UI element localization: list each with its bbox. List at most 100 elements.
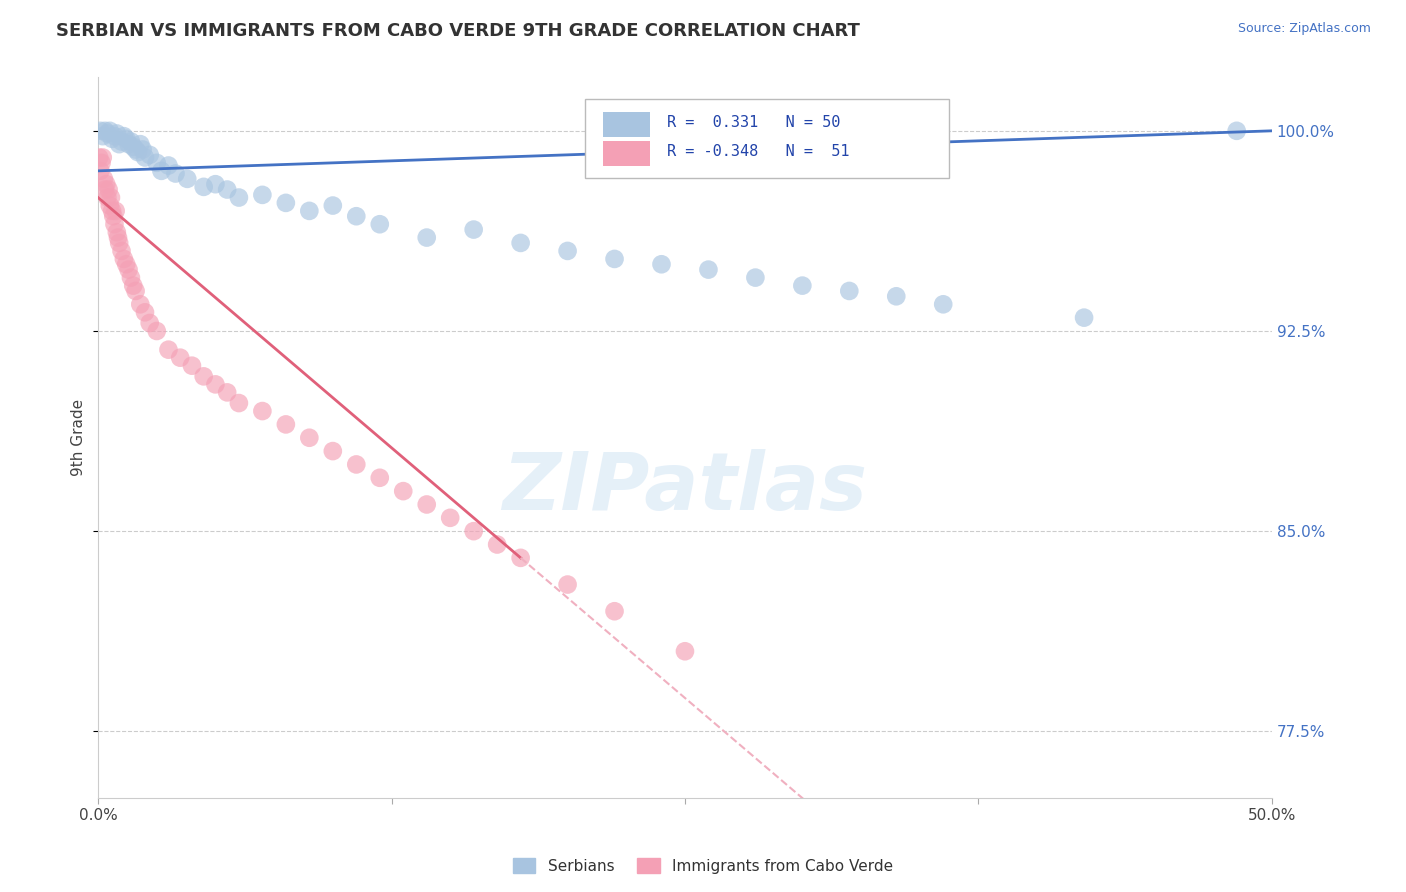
Point	[509, 550, 531, 565]
Point	[509, 235, 531, 250]
Point	[204, 178, 226, 192]
Point	[169, 351, 191, 365]
Point	[322, 444, 344, 458]
Point	[129, 137, 152, 152]
Point	[298, 203, 321, 218]
Point	[101, 203, 124, 218]
Point	[117, 262, 139, 277]
Point	[1073, 310, 1095, 325]
Point	[94, 182, 117, 196]
Point	[131, 143, 153, 157]
Point	[112, 129, 135, 144]
Point	[145, 324, 167, 338]
Point	[150, 164, 173, 178]
Point	[932, 297, 955, 311]
Point	[129, 297, 152, 311]
Point	[157, 343, 180, 357]
Legend: Serbians, Immigrants from Cabo Verde: Serbians, Immigrants from Cabo Verde	[506, 852, 900, 880]
Point	[463, 222, 485, 236]
Point	[94, 124, 117, 138]
Point	[97, 182, 120, 196]
Point	[252, 404, 274, 418]
Point	[228, 396, 250, 410]
Point	[165, 167, 187, 181]
Point	[204, 377, 226, 392]
Point	[392, 484, 415, 499]
Point	[120, 135, 142, 149]
Point	[120, 270, 142, 285]
Point	[108, 137, 131, 152]
Point	[193, 179, 215, 194]
Point	[134, 151, 156, 165]
Point	[96, 127, 118, 141]
Point	[105, 127, 128, 141]
Point	[557, 244, 579, 258]
Point	[344, 209, 367, 223]
Point	[744, 270, 766, 285]
Point	[107, 230, 129, 244]
Point	[697, 262, 720, 277]
Point	[103, 129, 125, 144]
Point	[322, 198, 344, 212]
Point	[217, 182, 239, 196]
FancyBboxPatch shape	[585, 99, 949, 178]
Point	[98, 124, 121, 138]
Text: SERBIAN VS IMMIGRANTS FROM CABO VERDE 9TH GRADE CORRELATION CHART: SERBIAN VS IMMIGRANTS FROM CABO VERDE 9T…	[56, 22, 860, 40]
Point	[650, 257, 672, 271]
Point	[274, 417, 297, 432]
Point	[884, 289, 907, 303]
Point	[103, 209, 125, 223]
Point	[105, 225, 128, 239]
Point	[91, 151, 114, 165]
Text: Source: ZipAtlas.com: Source: ZipAtlas.com	[1237, 22, 1371, 36]
Point	[122, 278, 145, 293]
Point	[603, 604, 626, 618]
Point	[792, 278, 814, 293]
Point	[138, 148, 160, 162]
Text: R =  0.331   N = 50: R = 0.331 N = 50	[668, 115, 841, 130]
Point	[89, 164, 111, 178]
Point	[112, 252, 135, 266]
Point	[463, 524, 485, 538]
Point	[439, 511, 461, 525]
Point	[115, 257, 138, 271]
Point	[228, 190, 250, 204]
Point	[252, 187, 274, 202]
Point	[603, 252, 626, 266]
Point	[298, 431, 321, 445]
Point	[108, 235, 131, 250]
Point	[368, 217, 391, 231]
Point	[96, 190, 118, 204]
Point	[90, 156, 112, 170]
Point	[486, 537, 509, 551]
Point	[103, 217, 125, 231]
Point	[1226, 124, 1249, 138]
Point	[416, 230, 439, 244]
Point	[673, 644, 696, 658]
FancyBboxPatch shape	[603, 112, 650, 137]
Point	[138, 316, 160, 330]
Point	[110, 244, 132, 258]
Point	[91, 129, 114, 144]
Point	[93, 172, 115, 186]
Point	[122, 140, 145, 154]
Point	[181, 359, 204, 373]
Point	[98, 198, 121, 212]
Y-axis label: 9th Grade: 9th Grade	[72, 400, 86, 476]
Point	[416, 498, 439, 512]
Point	[89, 151, 111, 165]
Point	[104, 203, 127, 218]
Point	[217, 385, 239, 400]
Point	[838, 284, 860, 298]
Point	[89, 124, 111, 138]
Text: ZIPatlas: ZIPatlas	[502, 450, 868, 527]
Point	[344, 458, 367, 472]
Point	[274, 195, 297, 210]
Point	[145, 156, 167, 170]
Point	[557, 577, 579, 591]
Point	[124, 284, 146, 298]
Point	[127, 145, 149, 160]
Point	[124, 143, 146, 157]
Point	[96, 178, 118, 192]
Point	[157, 159, 180, 173]
